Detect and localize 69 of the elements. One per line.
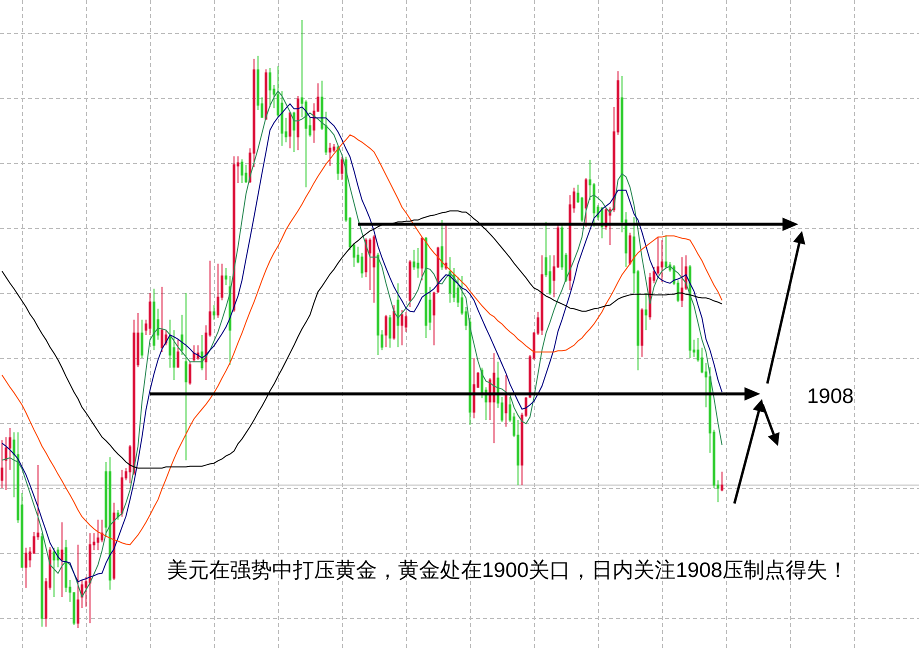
annotation: 美元在强势中打压黄金，黄金处在1900关口，日内关注1908压制点得失！ bbox=[167, 559, 848, 582]
candlestick bbox=[628, 232, 632, 266]
candlestick bbox=[212, 304, 216, 320]
candlestick bbox=[376, 252, 380, 356]
candlestick bbox=[408, 260, 412, 308]
candlestick bbox=[88, 532, 92, 624]
candlestick bbox=[176, 339, 180, 368]
candlestick bbox=[196, 344, 200, 360]
candlestick bbox=[504, 374, 508, 428]
candlestick bbox=[52, 547, 56, 598]
candlestick bbox=[444, 224, 448, 270]
candlestick bbox=[40, 532, 44, 628]
candlestick bbox=[328, 142, 332, 166]
candlestick bbox=[80, 579, 84, 608]
candlestick bbox=[160, 286, 164, 352]
candlestick bbox=[264, 68, 268, 120]
candlestick bbox=[200, 334, 204, 371]
candlestick bbox=[228, 275, 232, 366]
candlestick bbox=[400, 310, 404, 346]
candlestick bbox=[224, 268, 228, 286]
candlestick bbox=[640, 308, 644, 358]
candlestick bbox=[180, 314, 184, 356]
candlestick bbox=[232, 156, 236, 312]
candlestick bbox=[188, 361, 192, 386]
text: 1908 bbox=[807, 385, 854, 408]
candlestick bbox=[152, 288, 156, 351]
candlestick bbox=[416, 248, 420, 278]
candlestick bbox=[148, 292, 152, 336]
candlestick bbox=[492, 352, 496, 444]
candlestick bbox=[448, 256, 452, 304]
candlestick bbox=[240, 158, 244, 184]
candlestick bbox=[288, 111, 292, 149]
candlestick bbox=[108, 456, 112, 590]
candlestick bbox=[472, 358, 476, 419]
candlestick bbox=[644, 292, 648, 331]
candlestick bbox=[340, 156, 344, 180]
candlestick bbox=[24, 547, 28, 588]
candlestick bbox=[112, 502, 116, 580]
candlestick bbox=[540, 254, 544, 336]
candlestick bbox=[96, 519, 100, 551]
candlestick bbox=[268, 68, 272, 108]
candlestick bbox=[420, 236, 424, 281]
candlestick bbox=[0, 440, 4, 489]
candlestick bbox=[396, 282, 400, 348]
candlestick bbox=[424, 236, 428, 338]
candlestick bbox=[60, 522, 64, 598]
candlestick bbox=[720, 471, 724, 492]
candlestick bbox=[432, 291, 436, 346]
candlestick bbox=[680, 256, 684, 308]
candlestick bbox=[116, 510, 120, 520]
candlestick bbox=[440, 220, 444, 270]
candlestick bbox=[120, 469, 124, 518]
candlestick bbox=[660, 240, 664, 283]
candlestick bbox=[384, 314, 388, 348]
candlestick bbox=[76, 544, 80, 628]
candlestick bbox=[296, 96, 300, 151]
candlestick bbox=[664, 234, 668, 269]
candlestick bbox=[688, 264, 692, 359]
candlestick bbox=[184, 292, 188, 461]
candlestick bbox=[192, 344, 196, 362]
candlestick bbox=[336, 144, 340, 180]
candlestick bbox=[436, 246, 440, 294]
candlestick bbox=[292, 111, 296, 152]
candlestick bbox=[388, 314, 392, 348]
candlestick bbox=[216, 263, 220, 318]
candlestick bbox=[372, 234, 376, 304]
candlestick bbox=[392, 304, 396, 340]
candlestick bbox=[584, 178, 588, 228]
candlestick bbox=[140, 319, 144, 359]
